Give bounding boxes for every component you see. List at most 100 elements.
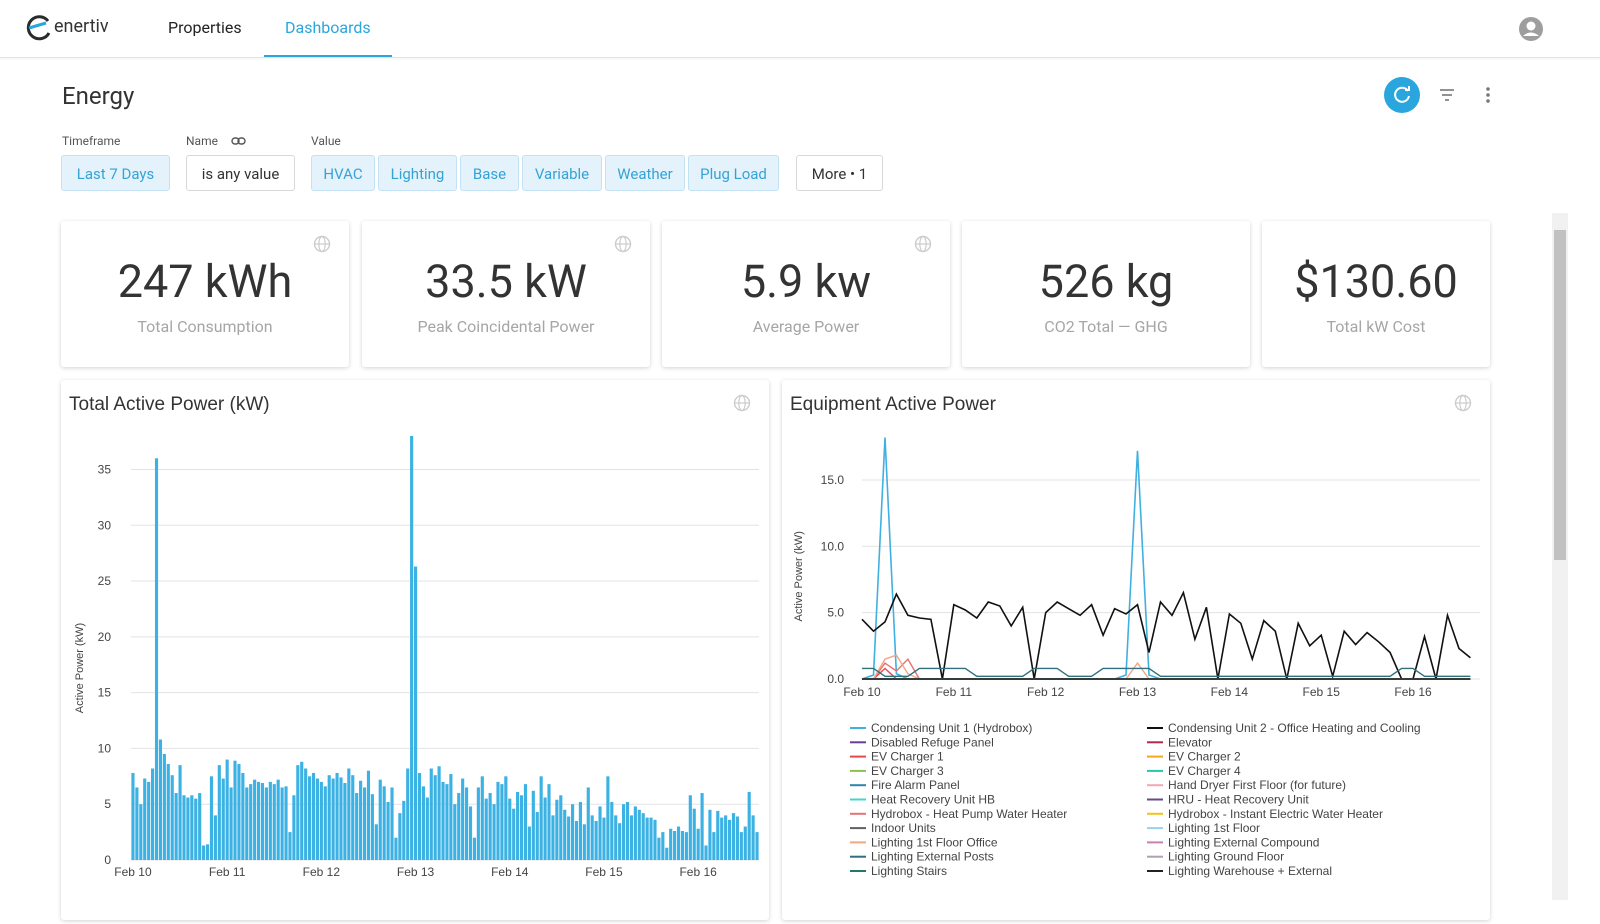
more-menu[interactable] <box>1486 87 1490 103</box>
globe-icon[interactable] <box>313 235 331 253</box>
bar <box>170 775 174 860</box>
bar <box>249 784 253 860</box>
y-tick-label: 15 <box>98 686 112 700</box>
globe-icon[interactable] <box>733 394 751 412</box>
bar <box>559 795 563 860</box>
bar <box>476 787 480 860</box>
legend-label: Lighting 1st Floor <box>1168 821 1260 835</box>
bar <box>347 768 351 860</box>
bar <box>331 778 335 860</box>
bar <box>500 784 504 860</box>
bar <box>712 832 716 860</box>
bar <box>417 772 422 860</box>
bar <box>425 797 429 860</box>
bar <box>543 797 547 860</box>
filter-chip[interactable]: HVAC <box>311 155 375 191</box>
bar <box>335 772 339 860</box>
bar <box>323 786 327 860</box>
bar <box>158 739 163 860</box>
legend-label: Elevator <box>1168 735 1212 749</box>
bar <box>315 778 320 860</box>
legend-label: EV Charger 2 <box>1168 750 1241 764</box>
bar <box>178 765 182 860</box>
scrollbar-thumb[interactable] <box>1554 230 1566 560</box>
scrollbar[interactable] <box>1552 213 1568 900</box>
kpi-card: 247 kWh Total Consumption <box>61 221 349 367</box>
filter-chip[interactable]: Base <box>460 155 519 191</box>
bar <box>186 797 190 860</box>
filter-chip[interactable]: Lighting <box>378 155 457 191</box>
bar <box>547 784 551 860</box>
y-tick-label: 25 <box>98 574 112 588</box>
globe-icon[interactable] <box>614 235 632 253</box>
bar <box>429 768 433 860</box>
bar <box>198 793 202 860</box>
bar <box>205 844 210 860</box>
kpi-card: 526 kg CO2 Total — GHG <box>962 221 1250 367</box>
bar <box>692 808 696 860</box>
bar <box>684 832 688 860</box>
filter-chip[interactable]: Last 7 Days <box>61 155 170 191</box>
chart-title: Total Active Power (kW) <box>69 394 270 415</box>
legend-label: Condensing Unit 2 - Office Heating and C… <box>1168 721 1421 735</box>
nav-link[interactable]: Properties <box>168 18 242 37</box>
bar <box>382 786 386 860</box>
bar <box>151 768 155 860</box>
bar <box>260 783 265 860</box>
globe-icon[interactable] <box>914 235 932 253</box>
bar <box>629 815 634 860</box>
bar <box>296 765 300 860</box>
link-icon <box>231 137 246 145</box>
bar <box>472 837 477 860</box>
bar <box>449 774 453 860</box>
bar <box>673 830 677 860</box>
filter-button[interactable] <box>1440 89 1454 101</box>
bar <box>300 761 304 860</box>
bar <box>727 819 732 860</box>
legend-label: EV Charger 4 <box>1168 764 1241 778</box>
legend-label: Lighting Stairs <box>871 864 947 878</box>
bar <box>370 794 374 860</box>
x-tick-label: Feb 11 <box>936 685 973 699</box>
filter-chip[interactable]: Plug Load <box>688 155 779 191</box>
bar <box>614 815 618 860</box>
bar <box>653 819 657 860</box>
y-tick-label: 5.0 <box>827 606 844 620</box>
legend-label: EV Charger 1 <box>871 750 944 764</box>
refresh-button[interactable] <box>1384 77 1420 113</box>
bar <box>751 815 755 860</box>
legend-label: Hand Dryer First Floor (for future) <box>1168 778 1346 792</box>
bar <box>724 815 728 860</box>
more-filters-button[interactable]: More • 1 <box>796 155 883 191</box>
filter-label: Value <box>311 134 341 148</box>
x-tick-label: Feb 15 <box>1303 685 1341 699</box>
logo-mark <box>26 15 51 41</box>
filter-chip[interactable]: Variable <box>522 155 602 191</box>
y-tick-label: 20 <box>98 630 112 644</box>
kpi-value: 247 kWh <box>117 255 293 308</box>
filter-chip[interactable]: Weather <box>605 155 685 191</box>
legend-label: Indoor Units <box>871 821 936 835</box>
bar <box>704 845 708 860</box>
kpi-value: 526 kg <box>1038 255 1174 308</box>
globe-icon[interactable] <box>1454 394 1472 412</box>
nav-link-active[interactable]: Dashboards <box>285 18 371 37</box>
bar <box>268 781 272 860</box>
bar <box>527 826 531 860</box>
bar <box>551 815 555 860</box>
bar <box>147 781 151 860</box>
bar <box>292 795 296 860</box>
bar <box>182 795 186 860</box>
bar <box>708 809 712 860</box>
bar <box>453 804 457 860</box>
bar <box>253 779 257 860</box>
bar <box>570 804 575 860</box>
bar <box>731 813 736 860</box>
top-bar: enertiv Properties Dashboards <box>0 0 1600 58</box>
filter-chip[interactable]: is any value <box>186 155 295 191</box>
page: Energy Dashboard {"header": {"logo": "en… <box>0 0 1600 900</box>
bar <box>468 806 473 860</box>
y-axis-label: Active Power (kW) <box>74 623 86 713</box>
bar <box>245 787 249 860</box>
user-avatar[interactable] <box>1518 16 1544 42</box>
